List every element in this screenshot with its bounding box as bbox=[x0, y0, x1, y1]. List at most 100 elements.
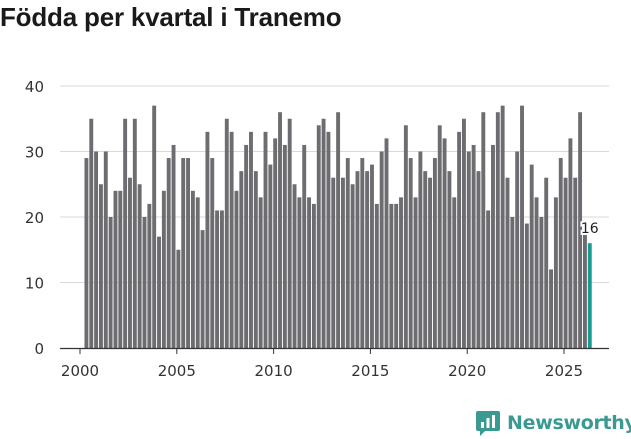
bar bbox=[466, 151, 471, 348]
bar bbox=[553, 197, 558, 348]
y-tick-label: 10 bbox=[25, 275, 44, 293]
bar bbox=[253, 171, 258, 348]
bar bbox=[229, 131, 234, 348]
bar bbox=[157, 236, 161, 348]
bar bbox=[350, 184, 355, 348]
bar bbox=[273, 138, 278, 348]
bar bbox=[307, 197, 312, 348]
bar bbox=[403, 125, 408, 348]
bar bbox=[128, 177, 132, 348]
x-tick-label: 2000 bbox=[61, 362, 99, 380]
bar bbox=[244, 144, 249, 348]
bar-chart: 0 10 20 30 40 2000 2005 2010 2015 2020 2025 16 bbox=[25, 78, 609, 380]
bar bbox=[379, 151, 384, 348]
bar bbox=[471, 144, 476, 348]
bar bbox=[515, 151, 520, 348]
bar bbox=[389, 203, 394, 348]
bar bbox=[219, 210, 224, 348]
bar bbox=[447, 171, 452, 348]
x-tick-label: 2025 bbox=[545, 362, 583, 380]
bar bbox=[476, 171, 481, 348]
bar bbox=[520, 105, 524, 349]
bar bbox=[239, 171, 244, 348]
bar bbox=[200, 230, 205, 348]
bar bbox=[171, 144, 176, 348]
bar bbox=[98, 184, 103, 348]
bar bbox=[103, 151, 108, 348]
bar bbox=[224, 118, 229, 348]
bar bbox=[558, 158, 563, 348]
bar bbox=[137, 184, 142, 348]
bar bbox=[452, 197, 457, 348]
bar bbox=[413, 197, 418, 348]
bar bbox=[544, 177, 549, 348]
bar bbox=[355, 171, 360, 348]
bar bbox=[360, 158, 365, 348]
brand-name: Newsworthy bbox=[507, 412, 631, 434]
bar bbox=[365, 171, 370, 348]
bar bbox=[336, 112, 341, 348]
bar bbox=[152, 105, 157, 349]
x-tick-label: 2015 bbox=[351, 362, 389, 380]
bar bbox=[282, 144, 287, 348]
bar bbox=[408, 158, 413, 348]
data-labels: 16 bbox=[579, 219, 601, 239]
bar bbox=[302, 144, 307, 348]
bar bbox=[568, 138, 573, 348]
bar bbox=[331, 177, 336, 348]
bar bbox=[89, 118, 94, 348]
bar bbox=[84, 158, 89, 348]
bar bbox=[132, 118, 137, 348]
bar bbox=[394, 203, 399, 348]
bar bbox=[457, 131, 462, 348]
bar bbox=[437, 125, 442, 348]
bar bbox=[311, 203, 316, 348]
bar bbox=[268, 164, 273, 348]
bar bbox=[195, 197, 200, 348]
bar bbox=[147, 203, 152, 348]
bar bbox=[215, 210, 220, 348]
y-tick-label: 0 bbox=[34, 340, 44, 358]
bar bbox=[161, 190, 166, 348]
bar bbox=[118, 190, 123, 348]
bar bbox=[495, 112, 500, 348]
bar bbox=[321, 118, 326, 348]
bar bbox=[94, 151, 99, 348]
bar bbox=[278, 112, 282, 348]
bar bbox=[524, 223, 529, 348]
bar bbox=[505, 177, 510, 348]
data-label-latest: 16 bbox=[581, 221, 599, 237]
bar bbox=[539, 217, 544, 348]
x-tick-label: 2005 bbox=[158, 362, 196, 380]
bar bbox=[578, 112, 583, 348]
bar bbox=[384, 138, 389, 348]
bar bbox=[186, 158, 191, 348]
bar bbox=[263, 131, 268, 348]
bar bbox=[108, 217, 113, 348]
bar bbox=[549, 269, 554, 348]
bar bbox=[123, 118, 128, 348]
bar bbox=[181, 158, 186, 348]
bar bbox=[292, 184, 297, 348]
bar bbox=[442, 138, 447, 348]
bar bbox=[113, 190, 118, 348]
bar bbox=[573, 177, 578, 348]
bar bbox=[510, 217, 515, 348]
newsworthy-logo-icon bbox=[476, 410, 500, 436]
bar bbox=[423, 171, 428, 348]
bar bbox=[428, 177, 433, 348]
bar bbox=[258, 197, 263, 348]
bar bbox=[316, 125, 321, 348]
bar bbox=[529, 164, 534, 348]
bar bbox=[176, 249, 181, 348]
bar bbox=[287, 118, 292, 348]
bar bbox=[297, 197, 302, 348]
bar bbox=[491, 144, 495, 348]
x-tick-label: 2010 bbox=[255, 362, 293, 380]
chart-title: Födda per kvartal i Tranemo bbox=[0, 2, 342, 32]
bar-highlight bbox=[587, 243, 592, 348]
y-tick-label: 30 bbox=[25, 144, 44, 162]
bar bbox=[582, 230, 587, 348]
bar bbox=[500, 105, 505, 349]
brand-logo: Newsworthy bbox=[476, 408, 631, 438]
